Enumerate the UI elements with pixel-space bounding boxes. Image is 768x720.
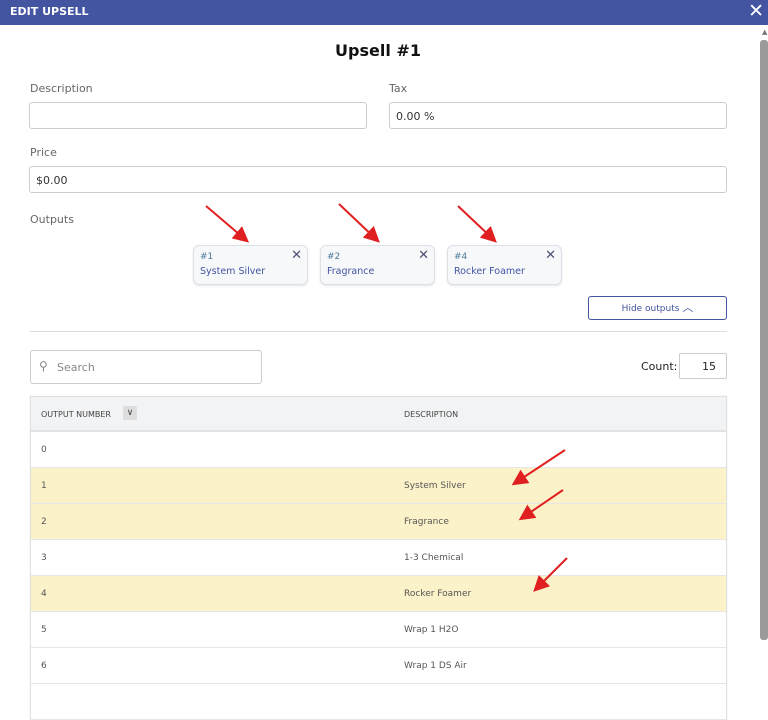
table-row[interactable]: [31, 684, 726, 720]
scroll-up-icon[interactable]: ▲: [762, 28, 768, 36]
arrow-annotation: [205, 205, 250, 243]
output-number-cell: 5: [41, 625, 47, 635]
price-input[interactable]: $0.00: [29, 166, 727, 193]
dialog-title: EDIT UPSELL: [10, 5, 89, 18]
table-row[interactable]: 4 Rocker Foamer: [31, 576, 726, 612]
chip-number: #2: [327, 252, 341, 262]
count-input[interactable]: 15: [679, 353, 727, 379]
description-cell: System Silver: [404, 481, 466, 491]
output-chip: #2 Fragrance ✕: [320, 245, 435, 285]
remove-icon[interactable]: ✕: [291, 248, 302, 263]
search-input[interactable]: ⚲ Search: [30, 350, 262, 384]
description-cell: 1-3 Chemical: [404, 553, 464, 563]
divider: [30, 331, 727, 332]
description-input[interactable]: [29, 102, 367, 129]
search-icon: ⚲: [39, 359, 48, 373]
description-cell: Wrap 1 H2O: [404, 625, 459, 635]
scrollbar[interactable]: [760, 40, 768, 640]
chip-name: Fragrance: [327, 266, 375, 277]
table-row[interactable]: 2 Fragrance: [31, 504, 726, 540]
output-chip: #4 Rocker Foamer ✕: [447, 245, 562, 285]
output-number-cell: 6: [41, 661, 47, 671]
search-placeholder: Search: [57, 361, 95, 374]
remove-icon[interactable]: ✕: [418, 248, 429, 263]
output-chip: #1 System Silver ✕: [193, 245, 308, 285]
count-label: Count:: [641, 360, 678, 373]
page-title: Upsell #1: [335, 41, 421, 60]
table-row[interactable]: 6 Wrap 1 DS Air: [31, 648, 726, 684]
output-number-cell: 1: [41, 481, 47, 491]
tax-input[interactable]: 0.00 %: [389, 102, 727, 129]
description-cell: Wrap 1 DS Air: [404, 661, 467, 671]
outputs-table: OUTPUT NUMBER ∨ DESCRIPTION 0 1 System Sil…: [30, 396, 727, 720]
close-icon[interactable]: ✕: [748, 0, 764, 22]
remove-icon[interactable]: ✕: [545, 248, 556, 263]
price-label: Price: [30, 146, 57, 159]
dialog-header: EDIT UPSELL ✕: [0, 0, 768, 25]
hide-outputs-button[interactable]: Hide outputs ︿: [588, 296, 727, 320]
table-row[interactable]: 5 Wrap 1 H2O: [31, 612, 726, 648]
output-number-cell: 3: [41, 553, 47, 563]
tax-label: Tax: [389, 82, 408, 95]
chevron-up-icon: ︿: [682, 301, 694, 314]
column-header-description[interactable]: DESCRIPTION: [404, 410, 459, 419]
chip-name: Rocker Foamer: [454, 266, 525, 277]
output-number-cell: 2: [41, 517, 47, 527]
chip-number: #4: [454, 252, 468, 262]
arrow-annotation: [338, 203, 380, 243]
chevron-down-icon[interactable]: ∨: [123, 406, 137, 420]
output-number-cell: 0: [41, 445, 47, 455]
column-header-output-number[interactable]: OUTPUT NUMBER: [41, 410, 111, 419]
outputs-label: Outputs: [30, 213, 74, 226]
description-cell: Fragrance: [404, 517, 449, 527]
table-row[interactable]: 1 System Silver: [31, 468, 726, 504]
arrow-annotation: [457, 205, 497, 243]
hide-outputs-label: Hide outputs: [621, 304, 680, 314]
description-cell: Rocker Foamer: [404, 589, 472, 599]
table-row[interactable]: 3 1-3 Chemical: [31, 540, 726, 576]
table-header: OUTPUT NUMBER ∨ DESCRIPTION: [31, 397, 726, 432]
chip-number: #1: [200, 252, 214, 262]
output-number-cell: 4: [41, 589, 47, 599]
table-row[interactable]: 0: [31, 432, 726, 468]
chip-name: System Silver: [200, 266, 266, 277]
description-label: Description: [30, 82, 93, 95]
